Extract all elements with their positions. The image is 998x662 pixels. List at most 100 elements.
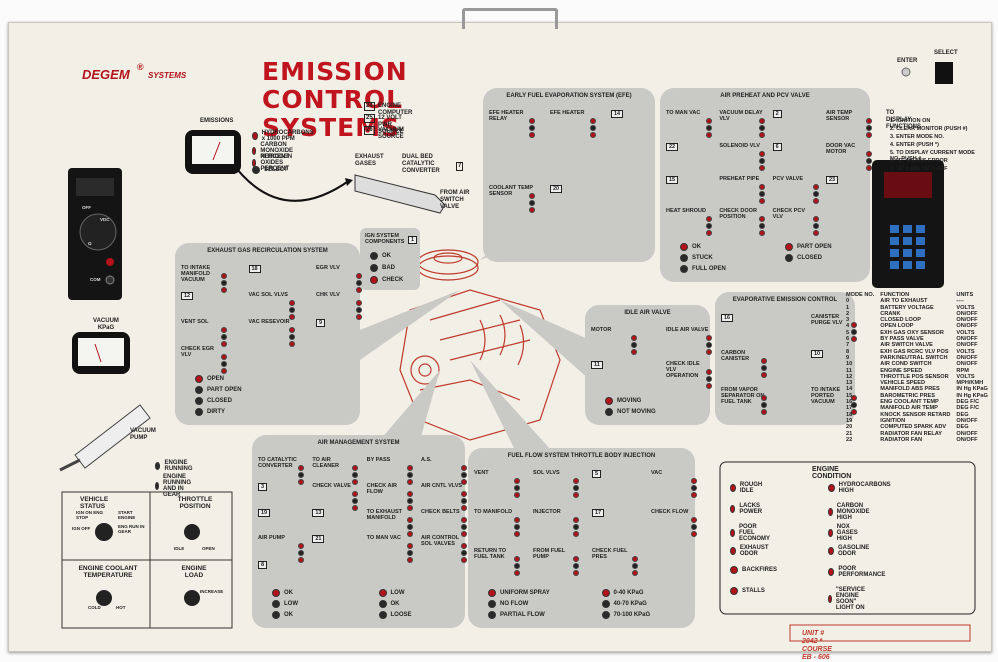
component-label: VAC SOL VLVS <box>248 292 288 298</box>
test-point <box>812 230 819 237</box>
component-label: PCV VALVE <box>772 175 804 182</box>
test-point <box>632 563 638 569</box>
mode-row: 20 COMPUTED SPARK ADV DEG <box>843 424 991 430</box>
indicator-label: BACKFIRES <box>742 567 778 573</box>
test-point <box>759 157 766 164</box>
test-point <box>529 193 535 199</box>
component-label: MOTOR <box>591 327 612 333</box>
test-point <box>632 556 638 562</box>
test-point <box>691 478 697 484</box>
led <box>378 611 387 619</box>
test-point <box>221 354 227 360</box>
mode-cell: THROTTLE POS SENSOR <box>880 373 949 380</box>
test-point <box>356 314 362 320</box>
converter-label: DUAL BED CATALYTIC CONVERTER <box>402 154 440 174</box>
led <box>730 529 736 537</box>
test-point <box>691 485 697 491</box>
led <box>601 589 610 597</box>
component-number: 3 <box>258 483 268 491</box>
test-point <box>514 485 520 491</box>
led <box>488 600 496 608</box>
handle <box>462 8 558 29</box>
component-label: HEAT SHROUD <box>666 208 706 215</box>
indicator: 0-40 KPaG <box>601 589 644 597</box>
enter-button[interactable] <box>901 67 911 77</box>
throttle-knob[interactable] <box>184 524 200 540</box>
test-point <box>573 478 579 484</box>
component-number: 14 <box>611 110 624 118</box>
vacuum-pump <box>74 404 151 469</box>
test-point <box>406 550 413 556</box>
coolant-label: HOT <box>116 605 126 610</box>
test-point <box>406 465 413 471</box>
panel-title: EXHAUST GAS RECIRCULATION SYSTEM <box>207 248 328 254</box>
indicator: STUCK <box>680 254 713 262</box>
mode-row: 4 OPEN LOOP ON/OFF <box>843 323 991 329</box>
coolant-label: COLD <box>88 605 101 610</box>
throttle-title: THROTTLE POSITION <box>177 496 213 510</box>
component-number: 5 <box>592 470 602 478</box>
select-switch[interactable] <box>935 62 953 84</box>
display-step: 2. CLEAR MONITOR (PUSH #) <box>890 126 968 132</box>
source-number: 25 <box>364 114 375 123</box>
coolant-knob[interactable] <box>96 590 112 606</box>
indicator: OK <box>378 600 400 608</box>
led <box>785 254 793 262</box>
mode-cell: VOLTS <box>956 373 975 380</box>
meter-dial <box>79 213 117 251</box>
test-point <box>356 300 362 306</box>
led <box>488 589 496 597</box>
indicator: NO FLOW <box>488 600 528 608</box>
indicator-label: HYDROCARBONS HIGH <box>838 482 891 494</box>
test-point <box>221 327 227 333</box>
mode-row: 10 AIR COND SWITCH ON/OFF <box>843 361 991 367</box>
test-point <box>761 372 767 379</box>
source-label: ENGINE COMPUTER <box>378 103 413 116</box>
component-label: VAC RESEVOIR <box>248 319 290 325</box>
indicator: HYDROCARBONS x 1000 PPM <box>252 130 316 142</box>
test-point <box>461 517 467 523</box>
mode-cell: 0 <box>846 298 850 305</box>
led <box>272 589 280 597</box>
mode-row: 9 PARK/NEUTRAL SWITCH ON/OFF <box>843 355 991 361</box>
led <box>370 276 378 284</box>
led <box>195 375 203 383</box>
test-point <box>866 125 872 131</box>
vacuum-label: VACUUM KPaG <box>93 318 119 331</box>
led <box>370 264 378 272</box>
panel-title: EARLY FUEL EVAPORATION SYSTEM (EFE) <box>506 93 632 99</box>
component-number: 11 <box>591 361 603 369</box>
brand-reg: ® <box>137 62 144 72</box>
load-knob[interactable] <box>184 590 200 606</box>
indicator: BACKFIRES <box>730 566 777 574</box>
unit-box <box>789 624 971 642</box>
display-step: 5. TO DISPLAY CURRENT MODE NO. PUSH # <box>890 150 975 162</box>
test-point <box>288 314 295 320</box>
test-point <box>221 361 227 367</box>
test-point <box>529 207 535 213</box>
mode-cell: ON/OFF <box>956 361 978 368</box>
test-point <box>288 307 295 313</box>
led <box>730 587 738 595</box>
indicator-label: "SERVICE ENGINE SOON" LIGHT ON <box>835 587 865 611</box>
mode-cell: VEHICLE SPEED <box>880 380 926 387</box>
enter-label: ENTER <box>897 58 918 64</box>
engine-condition-box <box>719 461 976 615</box>
test-point <box>352 491 359 497</box>
indicator-label: CLOSED <box>207 398 233 404</box>
indicator: CARBON MONOXIDE PERCENT <box>252 142 297 160</box>
indicator-label: CARBON MONOXIDE HIGH <box>836 503 870 521</box>
component-number: 17 <box>592 509 605 517</box>
component-label: TO MANIFOLD <box>474 509 513 515</box>
component-label: VENT SOL <box>181 319 209 325</box>
indicator-label: NITROGEN OXIDES PERCENT <box>260 154 293 172</box>
component-label: PREHEAT PIPE <box>719 175 760 182</box>
subsystem-panel: AIR PREHEAT AND PCV VALVE TO MAN VAC VACUU… <box>660 88 872 282</box>
test-point <box>514 563 520 569</box>
monitor-display <box>884 172 932 198</box>
status-knob[interactable] <box>95 523 113 541</box>
indicator-label: LOW <box>284 601 298 607</box>
test-point <box>406 479 413 485</box>
meter-jack <box>106 258 114 266</box>
indicator: OPEN <box>195 375 224 383</box>
